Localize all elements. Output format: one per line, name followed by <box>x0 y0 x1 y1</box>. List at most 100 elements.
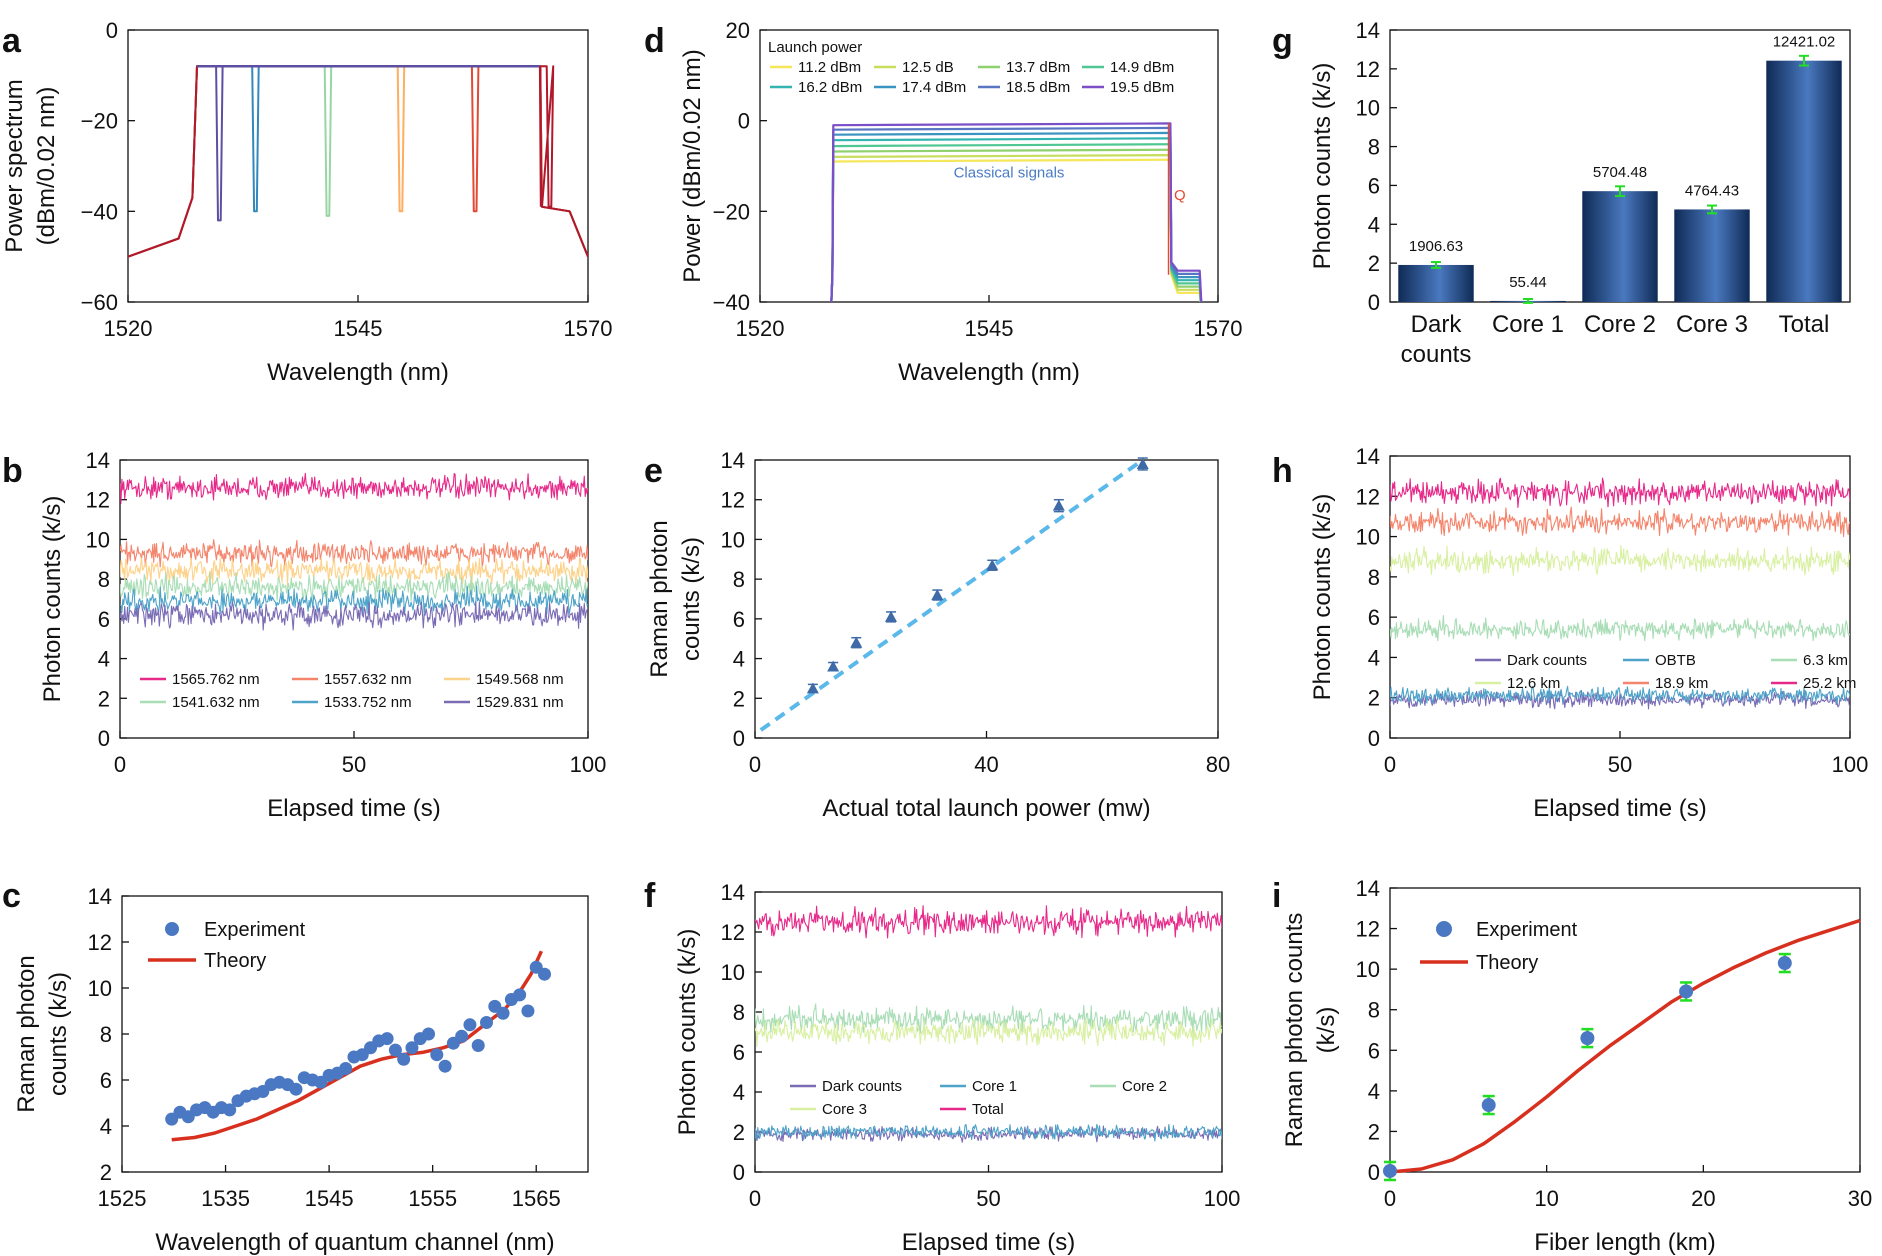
legend-title: Launch power <box>768 39 862 56</box>
x-tick-label: 1545 <box>965 316 1014 341</box>
bar <box>1674 209 1750 302</box>
time-trace <box>755 1125 1222 1143</box>
y-tick-label: 2 <box>1368 686 1380 711</box>
legend-label: 1565.762 nm <box>172 671 260 688</box>
experiment-point <box>513 988 527 1002</box>
bar-value-label: 1906.63 <box>1409 238 1463 255</box>
x-tick-label: 50 <box>1608 752 1632 777</box>
x-axis-label: Elapsed time (s) <box>267 795 440 822</box>
x-tick-label: 0 <box>114 752 126 777</box>
legend-label: 1549.568 nm <box>476 671 564 688</box>
legend-label: 19.5 dBm <box>1110 79 1174 96</box>
experiment-point <box>1777 956 1792 971</box>
y-tick-label: 12 <box>721 920 745 945</box>
legend-label: 12.6 km <box>1507 675 1560 692</box>
y-tick-label: 12 <box>86 488 110 513</box>
experiment-point <box>538 967 552 981</box>
x-axis-label: Elapsed time (s) <box>902 1229 1075 1256</box>
x-tick-label: 1555 <box>408 1186 457 1211</box>
y-tick-label: 10 <box>86 527 110 552</box>
y-tick-label: 4 <box>1368 645 1380 670</box>
experiment-point <box>521 1004 535 1018</box>
y-tick-label: 10 <box>1356 96 1380 121</box>
category-label: Core 3 <box>1676 311 1748 338</box>
y-tick-label: 12 <box>721 488 745 513</box>
experiment-point <box>223 1103 237 1117</box>
legend-label: 18.5 dBm <box>1006 79 1070 96</box>
legend-label: 17.4 dBm <box>902 79 966 96</box>
legend-label: 12.5 dB <box>902 59 954 76</box>
x-tick-label: 0 <box>1384 752 1396 777</box>
experiment-point <box>455 1029 469 1043</box>
panel-b: b 0 2 4 6 8 10 12 14 0 50 100 Elapsed time (s) Photon… <box>2 448 606 822</box>
data-point <box>850 636 863 648</box>
x-tick-label: 0 <box>749 752 761 777</box>
legend-label: Experiment <box>1476 919 1578 941</box>
y-tick-label: 4 <box>100 1114 112 1139</box>
experiment-point <box>496 1006 510 1020</box>
x-axis-label: Elapsed time (s) <box>1533 795 1706 822</box>
legend-label: OBTB <box>1655 652 1696 669</box>
legend-label: 13.7 dBm <box>1006 59 1070 76</box>
time-trace <box>120 601 588 631</box>
bar-value-label: 55.44 <box>1509 274 1547 291</box>
y-tick-label: 14 <box>1356 876 1380 901</box>
y-tick-label: 2 <box>1368 251 1380 276</box>
y-tick-label: −40 <box>713 290 750 315</box>
y-tick-label: 14 <box>86 448 110 473</box>
y-tick-label: 6 <box>1368 173 1380 198</box>
y-tick-label: 12 <box>1356 917 1380 942</box>
power-trace <box>830 122 1203 302</box>
x-tick-label: 1525 <box>98 1186 147 1211</box>
experiment-point <box>1580 1031 1595 1046</box>
data-point <box>1052 499 1065 511</box>
x-tick-label: 50 <box>976 1186 1000 1211</box>
y-tick-label: 6 <box>98 607 110 632</box>
legend-label: 1557.632 nm <box>324 671 412 688</box>
y-axis-label: Photon counts (k/s) <box>39 496 66 703</box>
experiment-point <box>1679 984 1694 999</box>
y-tick-label: −20 <box>713 199 750 224</box>
legend-label: Core 2 <box>1122 1078 1167 1095</box>
y-tick-label: 14 <box>88 884 112 909</box>
x-axis-label: Fiber length (km) <box>1534 1229 1715 1256</box>
x-tick-label: 1565 <box>512 1186 561 1211</box>
y-tick-label: 12 <box>1356 484 1380 509</box>
panel-f: f 0 2 4 6 8 10 12 14 0 50 100 Elapsed time (s) Photon… <box>644 877 1240 1256</box>
panel-c: c 2 4 6 8 10 12 14 1525 1535 1545 1555 1565 Wavelengt… <box>2 877 589 1256</box>
experiment-point <box>1383 1163 1397 1178</box>
time-trace <box>755 1018 1222 1048</box>
legend-label: 1529.831 nm <box>476 694 564 711</box>
y-tick-label: 6 <box>100 1068 112 1093</box>
experiment-point <box>438 1059 452 1073</box>
panel-e: e 0 2 4 6 8 10 12 14 0 40 80 Actual total launch pow… <box>644 448 1230 822</box>
y-tick-label: 8 <box>733 567 745 592</box>
y-axis-label: Power spectrum <box>1 79 28 252</box>
y-tick-label: 10 <box>88 976 112 1001</box>
y-tick-label: 20 <box>726 18 750 43</box>
y-tick-label: 10 <box>1356 525 1380 550</box>
panel-label-a: a <box>2 22 22 60</box>
time-trace <box>755 1123 1222 1142</box>
legend-label: 1541.632 nm <box>172 694 260 711</box>
plot-frame <box>754 459 1219 739</box>
y-tick-label: 6 <box>733 607 745 632</box>
data-point <box>806 682 819 694</box>
y-tick-label: 10 <box>1356 957 1380 982</box>
x-axis-label: Wavelength of quantum channel (nm) <box>155 1229 554 1256</box>
x-tick-label: 50 <box>342 752 366 777</box>
y-tick-label: 2 <box>733 686 745 711</box>
experiment-point <box>430 1048 444 1062</box>
y-axis-label: Raman photon <box>13 955 40 1112</box>
x-axis-label: Wavelength (nm) <box>898 359 1080 386</box>
y-tick-label: 8 <box>100 1022 112 1047</box>
experiment-point <box>1481 1098 1496 1113</box>
y-tick-label: 4 <box>733 647 745 672</box>
legend-label: Dark counts <box>1507 652 1587 669</box>
x-tick-label: 0 <box>749 1186 761 1211</box>
y-tick-label: 4 <box>1368 1079 1380 1104</box>
y-tick-label: 2 <box>733 1120 745 1145</box>
y-tick-label: 8 <box>733 1000 745 1025</box>
y-axis-label: Raman photon counts <box>1281 913 1308 1148</box>
